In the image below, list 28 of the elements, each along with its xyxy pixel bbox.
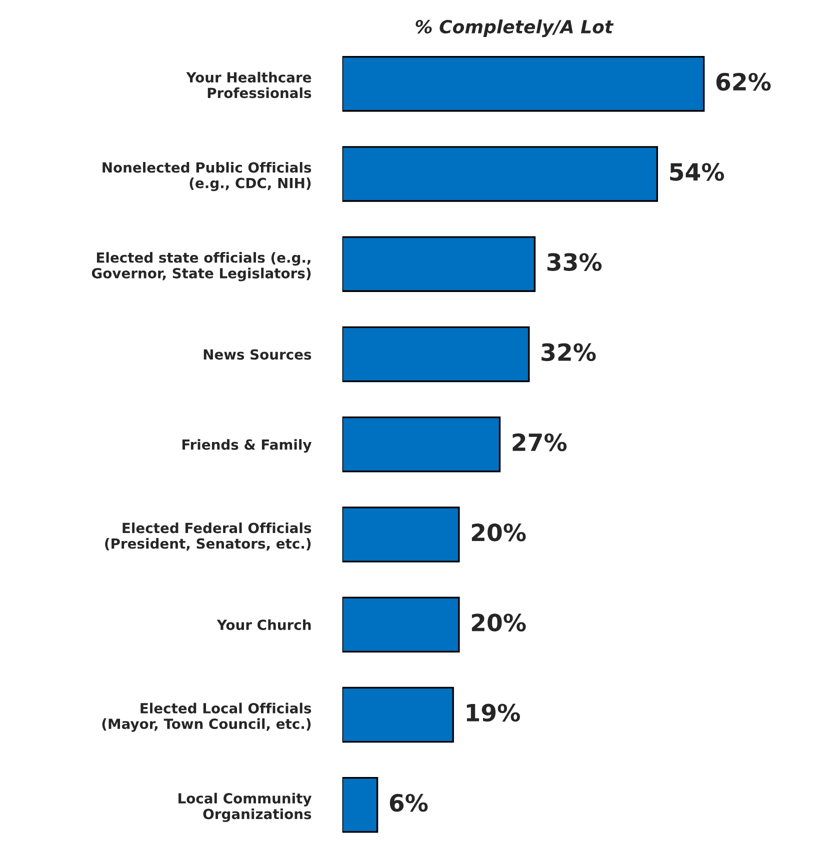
y-tick-label: Your Church	[216, 619, 311, 630]
y-tick-label: Your Healthcare Professionals	[186, 72, 312, 98]
data-label: 27%	[512, 433, 567, 452]
bar	[342, 506, 460, 562]
y-tick-label: News Sources	[204, 349, 312, 360]
chart-title: % Completely/A Lot	[416, 20, 614, 38]
data-label: 6%	[390, 794, 428, 812]
bar	[342, 146, 658, 202]
bar	[342, 236, 536, 292]
bar	[342, 56, 705, 112]
data-label: 62%	[716, 72, 771, 91]
y-tick-label: Elected Local Officials (Mayor, Town Council, etc.)	[102, 702, 312, 732]
data-label: 33%	[547, 253, 602, 271]
y-tick-label: Nonelected Public Officials (e.g., CDC, NIH)	[102, 162, 312, 192]
data-label: 20%	[472, 523, 526, 542]
y-tick-label: Friends & Family	[182, 439, 312, 453]
data-label: 20%	[472, 614, 526, 632]
data-label: 19%	[466, 704, 520, 722]
y-tick-label: Elected Federal Officials (President, Senators, etc.)	[105, 522, 312, 551]
bar	[342, 326, 530, 382]
data-label: 54%	[670, 162, 724, 181]
bar	[342, 596, 460, 652]
bar	[342, 776, 378, 833]
y-tick-label: Local Community Organizations	[178, 792, 312, 822]
y-tick-label: Elected state officials (e.g., Governor, State Legislators)	[92, 252, 311, 282]
bar	[342, 416, 501, 472]
bar	[342, 686, 454, 743]
data-label: 32%	[542, 343, 596, 362]
